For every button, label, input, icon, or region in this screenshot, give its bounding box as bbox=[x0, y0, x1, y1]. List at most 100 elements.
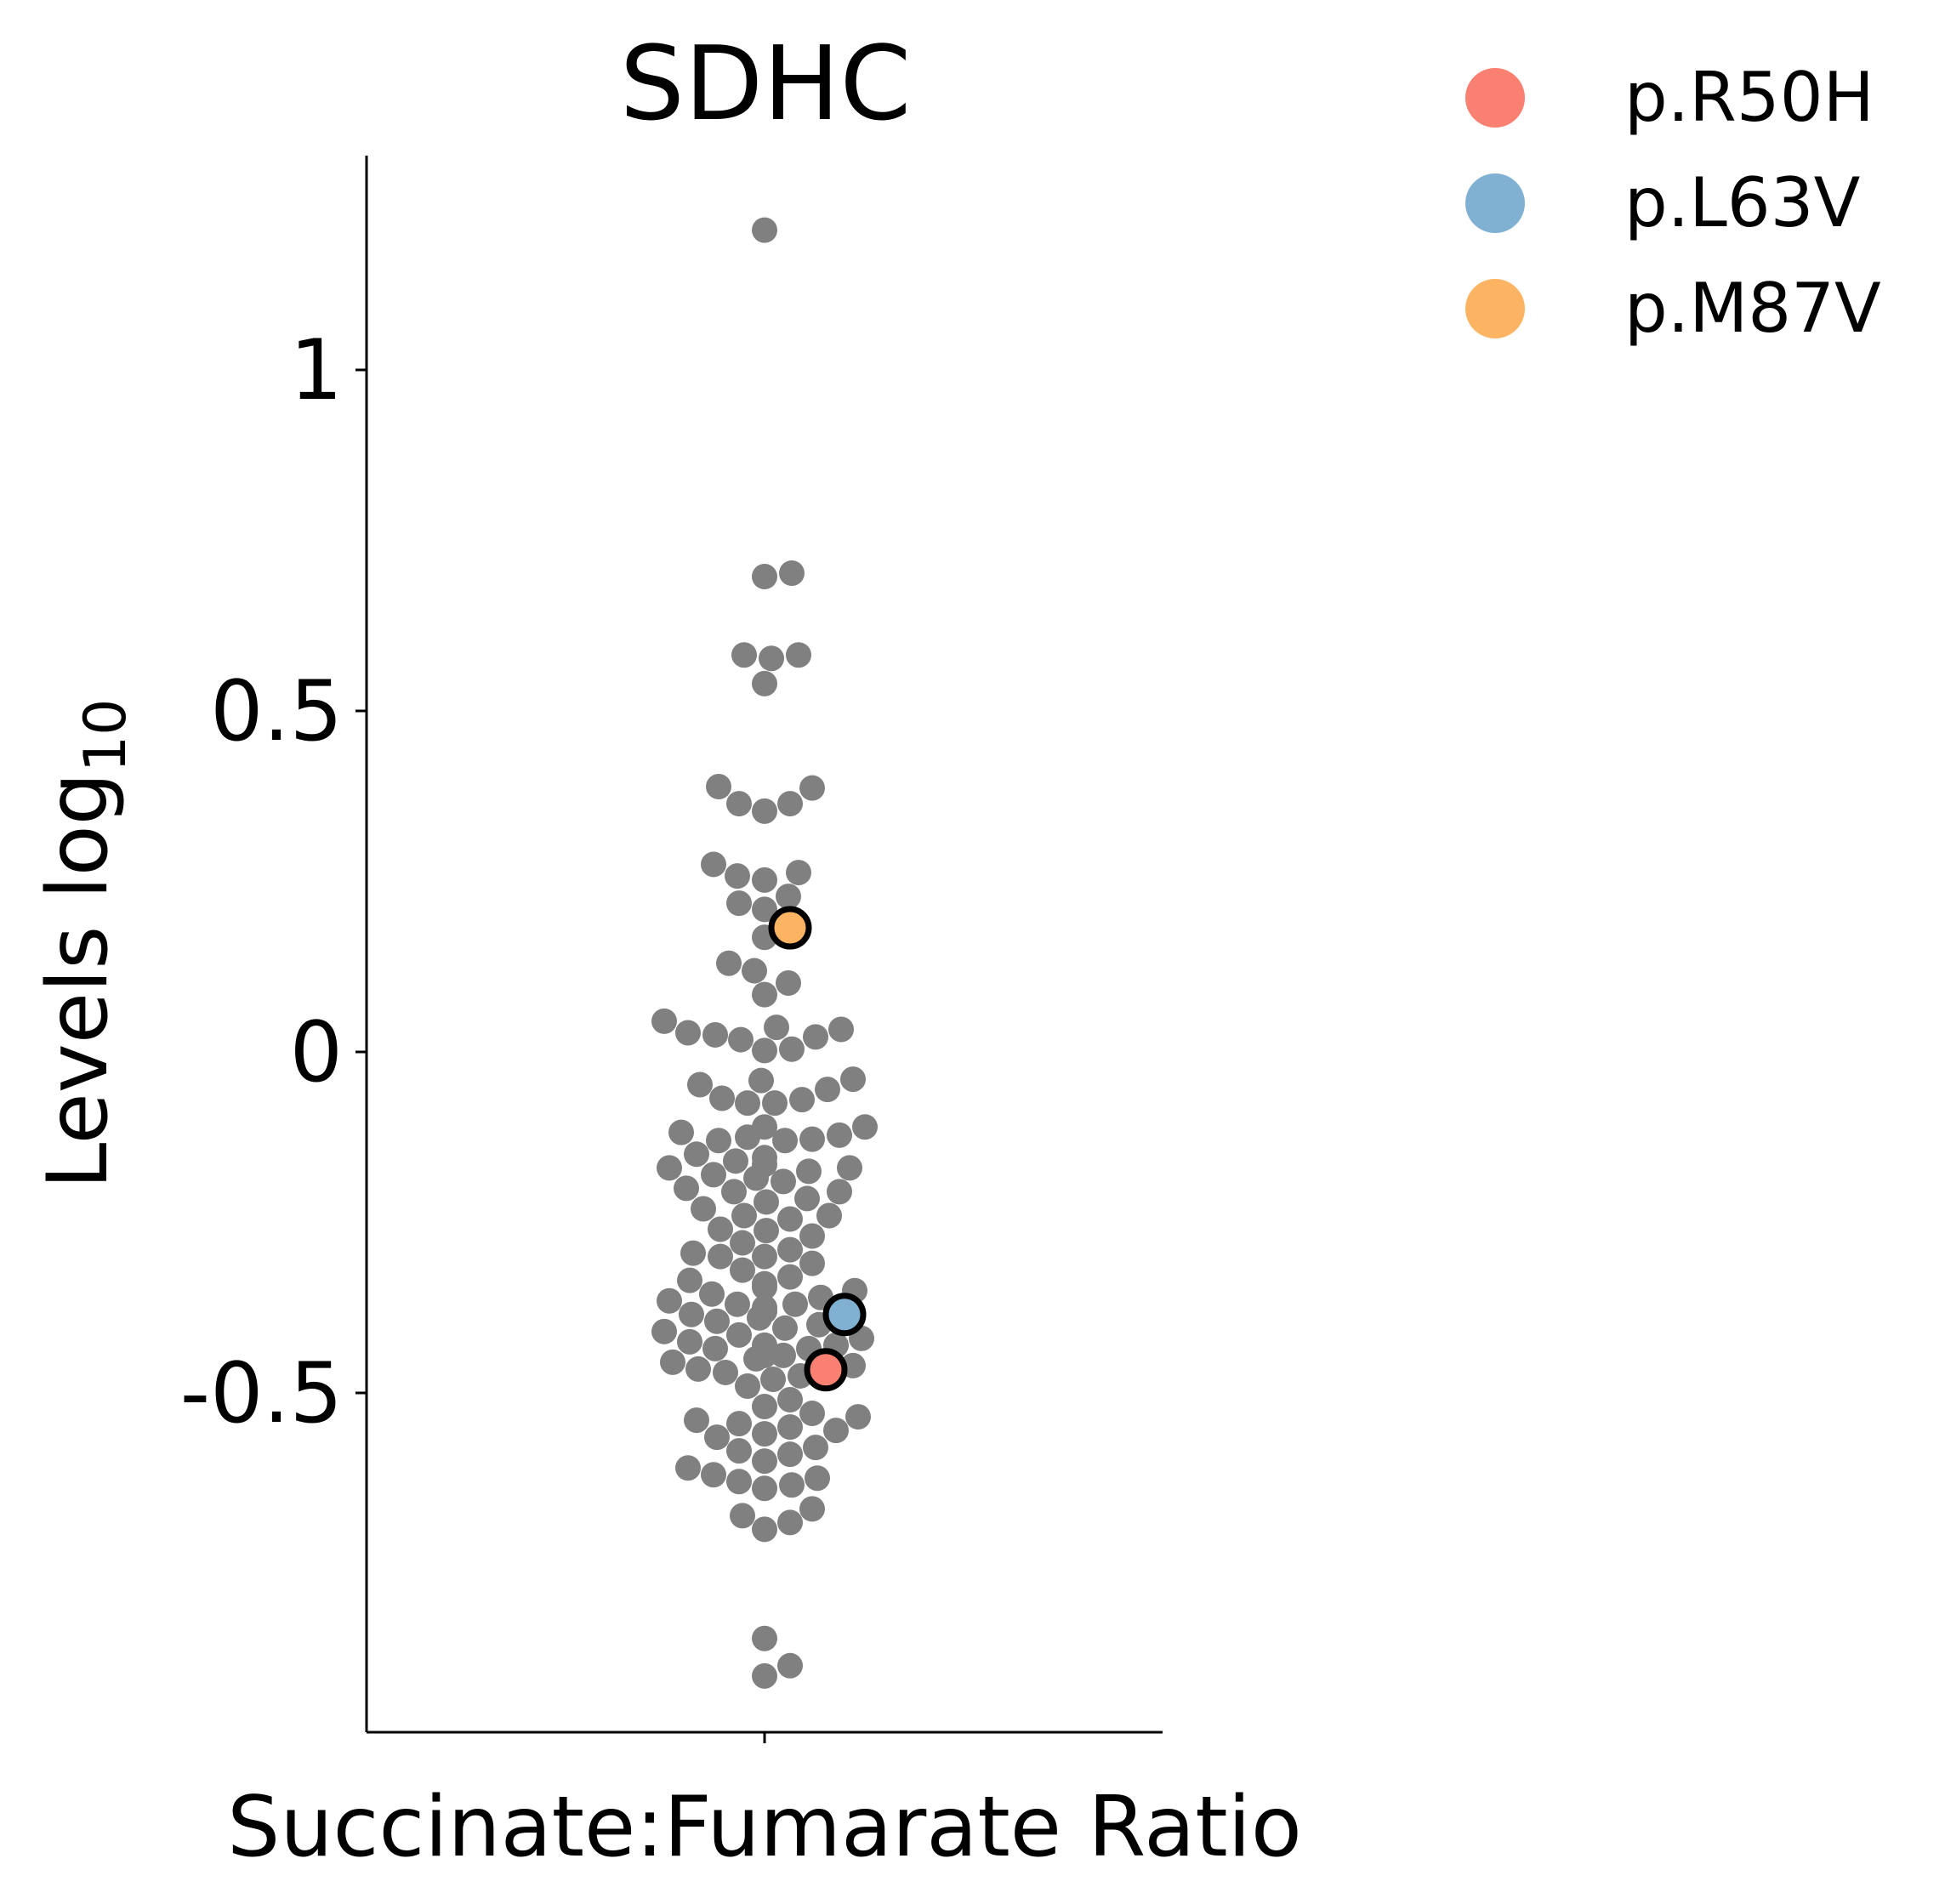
background-point bbox=[752, 1625, 777, 1651]
background-point bbox=[777, 1414, 803, 1441]
background-point bbox=[704, 1424, 730, 1451]
y-tick-label: 0.5 bbox=[210, 663, 343, 760]
background-point bbox=[754, 1189, 779, 1215]
background-point bbox=[772, 1128, 798, 1154]
background-point bbox=[777, 1387, 803, 1413]
background-point bbox=[730, 1257, 755, 1283]
background-point bbox=[726, 791, 752, 817]
background-point bbox=[776, 884, 801, 910]
background-point bbox=[731, 1202, 757, 1229]
background-point bbox=[752, 1270, 777, 1297]
background-point bbox=[752, 1243, 777, 1270]
y-axis-label: Levels log10 bbox=[30, 699, 139, 1190]
background-point bbox=[675, 1020, 701, 1046]
background-point bbox=[777, 791, 803, 817]
y-axis-label-main: Levels log bbox=[30, 772, 127, 1189]
legend: p.R50H p.L63V p.M87V bbox=[1465, 58, 1881, 348]
background-point bbox=[726, 1438, 752, 1464]
background-point bbox=[684, 1407, 709, 1434]
background-point bbox=[725, 1291, 750, 1317]
background-point bbox=[725, 863, 750, 889]
background-point bbox=[752, 1332, 777, 1358]
background-point bbox=[752, 1448, 777, 1475]
background-point bbox=[782, 1291, 808, 1317]
highlighted-points bbox=[768, 906, 867, 1392]
highlight-point-p-m87v bbox=[768, 906, 812, 950]
highlight-point-p-l63v bbox=[822, 1293, 867, 1337]
y-tick-label: -0.5 bbox=[180, 1345, 343, 1442]
background-point bbox=[779, 1472, 805, 1498]
background-point bbox=[777, 1509, 803, 1536]
background-point bbox=[754, 1218, 779, 1244]
background-point bbox=[752, 798, 777, 824]
y-axis-label-subscript: 10 bbox=[72, 699, 139, 773]
background-point bbox=[752, 1394, 777, 1420]
background-point bbox=[708, 1243, 733, 1270]
background-point bbox=[845, 1404, 871, 1430]
background-point bbox=[713, 1359, 738, 1385]
background-point bbox=[799, 1126, 825, 1152]
background-point bbox=[726, 1411, 752, 1437]
background-point bbox=[651, 1008, 677, 1034]
background-point bbox=[799, 1401, 825, 1427]
background-point bbox=[684, 1141, 709, 1168]
background-point bbox=[799, 775, 825, 801]
background-point bbox=[730, 1230, 755, 1256]
background-point bbox=[796, 1158, 822, 1185]
background-point bbox=[799, 1250, 825, 1276]
background-point bbox=[752, 981, 777, 1008]
background-point bbox=[701, 851, 726, 878]
background-point bbox=[752, 1475, 777, 1502]
background-point bbox=[752, 1145, 777, 1171]
background-point bbox=[752, 1037, 777, 1064]
background-point bbox=[837, 1155, 862, 1181]
legend-label: p.R50H bbox=[1624, 58, 1874, 137]
background-point bbox=[735, 1373, 760, 1399]
background-point bbox=[677, 1328, 702, 1355]
background-point bbox=[716, 950, 742, 976]
background-point bbox=[702, 1021, 728, 1048]
background-point bbox=[731, 642, 757, 668]
y-tick-label: 0 bbox=[290, 1004, 343, 1101]
background-point bbox=[726, 1469, 752, 1495]
background-point bbox=[706, 1128, 731, 1154]
background-point bbox=[828, 1016, 854, 1043]
legend-marker bbox=[1465, 279, 1525, 338]
background-point bbox=[779, 1036, 805, 1062]
x-axis-label: Succinate:Fumarate Ratio bbox=[227, 1779, 1302, 1876]
background-point bbox=[772, 1315, 798, 1341]
background-point bbox=[721, 1179, 747, 1205]
background-point bbox=[752, 217, 777, 243]
background-point bbox=[794, 1185, 820, 1212]
legend-label: p.M87V bbox=[1624, 269, 1881, 348]
background-point bbox=[723, 1148, 748, 1174]
y-tick-label: 1 bbox=[290, 322, 343, 419]
background-point bbox=[680, 1240, 706, 1266]
background-point bbox=[823, 1418, 849, 1444]
background-point bbox=[752, 1294, 777, 1321]
chart-title: SDHC bbox=[620, 26, 912, 144]
background-point bbox=[701, 1462, 726, 1488]
background-point bbox=[709, 1085, 735, 1111]
background-point bbox=[752, 867, 777, 893]
background-point bbox=[748, 1067, 774, 1094]
background-point bbox=[786, 860, 811, 886]
background-point bbox=[852, 1114, 878, 1140]
background-point bbox=[752, 1114, 777, 1140]
background-point bbox=[735, 1090, 760, 1117]
background-point bbox=[752, 564, 777, 590]
background-point bbox=[752, 1421, 777, 1447]
background-point bbox=[752, 896, 777, 923]
background-point bbox=[805, 1465, 830, 1492]
background-point bbox=[786, 642, 811, 668]
background-point bbox=[827, 1179, 852, 1205]
background-point bbox=[728, 1026, 754, 1053]
background-point bbox=[668, 1119, 694, 1145]
background-point bbox=[685, 1356, 711, 1382]
highlight-point-p-r50h bbox=[804, 1348, 848, 1392]
background-point bbox=[799, 1496, 825, 1522]
background-point bbox=[752, 670, 777, 696]
background-point bbox=[702, 1335, 728, 1361]
background-point bbox=[777, 1441, 803, 1468]
